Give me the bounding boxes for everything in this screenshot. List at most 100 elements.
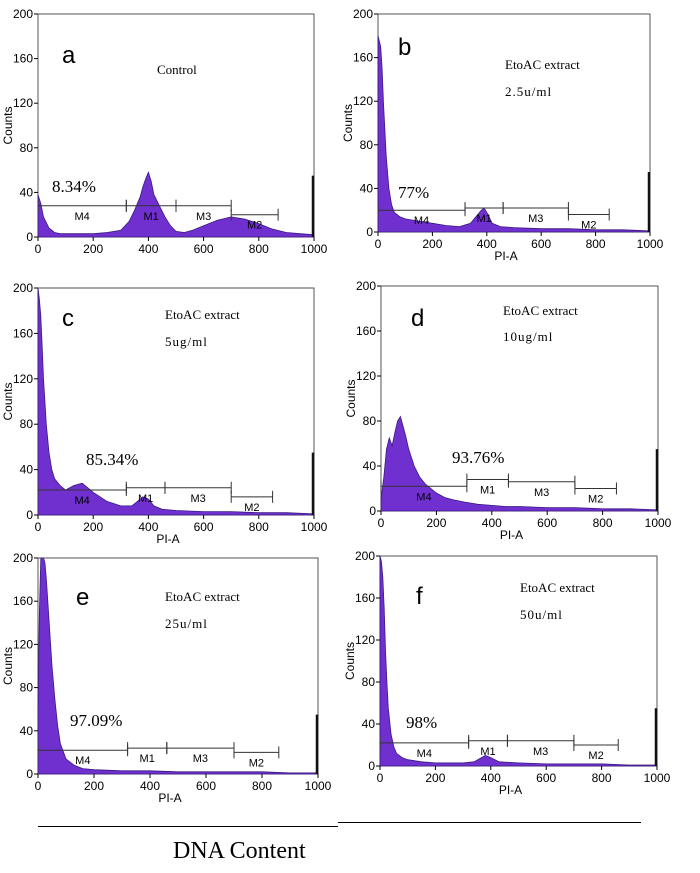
panel-f-y-tick-label: 160 — [355, 591, 375, 605]
panel-c-histogram-area — [37, 287, 315, 516]
panel-c-x-axis-label: PI-A — [156, 532, 179, 546]
panel-b-x-tick-label: 600 — [531, 237, 551, 251]
panel-b-x-tick-label: 0 — [375, 237, 382, 251]
panel-e-y-tick-label: 0 — [26, 767, 33, 781]
panel-d-condition-label: EtoAC extract — [503, 303, 578, 318]
panel-a-percentage-label: 8.34% — [52, 177, 96, 196]
panel-b-y-tick-label: 40 — [360, 181, 374, 195]
panel-b-percentage-label: 77% — [398, 183, 429, 202]
panel-c-y-tick-label: 40 — [20, 463, 34, 477]
panel-f-frame — [379, 555, 658, 767]
footer-rule-right — [338, 822, 641, 823]
panel-d-x-tick-label: 200 — [426, 516, 446, 530]
panel-b-x-tick-label: 1000 — [637, 237, 664, 251]
panel-a-x-tick-label: 400 — [138, 242, 158, 256]
panel-c-y-axis-label: Counts — [1, 382, 15, 420]
panel-a-y-tick-label: 80 — [20, 141, 34, 155]
panel-e-y-tick-label: 40 — [20, 724, 34, 738]
panel-a-x-tick-label: 200 — [83, 242, 103, 256]
panel-a-y-axis-label: Counts — [1, 106, 15, 144]
panel-f-y-tick-label: 120 — [355, 633, 375, 647]
panel-e-marker-m4-label: M4 — [75, 755, 90, 767]
panel-c-x-tick-label: 400 — [138, 520, 158, 534]
panel-c-y-tick-label: 160 — [13, 326, 33, 340]
panel-d-marker-m4-label: M4 — [416, 491, 431, 503]
panel-e-marker-m2-label: M2 — [249, 757, 264, 769]
x-axis-caption: DNA Content — [173, 838, 306, 864]
panel-c-marker-m4-label: M4 — [75, 495, 90, 507]
panel-d-y-tick-label: 200 — [356, 279, 376, 293]
panel-c-marker-m2-label: M2 — [244, 502, 259, 514]
panel-c-y-tick-label: 0 — [26, 508, 33, 522]
panel-f-x-tick-label: 800 — [592, 771, 612, 785]
panel-d-dose-label: 10ug/ml — [503, 329, 553, 344]
panel-b-y-tick-label: 120 — [353, 94, 373, 108]
panel-b-condition-label: EtoAC extract — [505, 57, 580, 72]
panel-b-y-tick-label: 160 — [353, 51, 373, 65]
panel-a-x-tick-label: 600 — [194, 242, 214, 256]
panel-f-x-tick-label: 1000 — [644, 771, 671, 785]
panel-b-y-axis-label: Counts — [341, 104, 355, 142]
panel-f-x-tick-label: 400 — [481, 771, 501, 785]
panel-a-y-tick-label: 120 — [13, 96, 33, 110]
panel-a-histogram-area — [37, 171, 315, 238]
panel-c-x-tick-label: 200 — [83, 520, 103, 534]
panel-f-histogram-area — [379, 555, 658, 767]
panel-f-y-tick-label: 40 — [362, 717, 376, 731]
panel-f-marker-m1-label: M1 — [480, 746, 495, 758]
panel-e-x-tick-label: 200 — [84, 779, 104, 793]
panel-a-y-tick-label: 0 — [26, 230, 33, 244]
panel-d-marker-m1-label: M1 — [480, 485, 495, 497]
panel-d-x-tick-label: 400 — [482, 516, 502, 530]
panel-a-y-tick-label: 40 — [20, 185, 34, 199]
panel-c-letter: c — [62, 305, 74, 332]
panel-c-dose-label: 5ug/ml — [165, 334, 208, 349]
panel-d-percentage-label: 93.76% — [452, 448, 504, 467]
panel-c-percentage-label: 85.34% — [86, 450, 138, 469]
panel-f-marker-m4-label: M4 — [417, 748, 432, 760]
panel-a-x-tick-label: 1000 — [301, 242, 328, 256]
panel-e-marker-m1-label: M1 — [140, 753, 155, 765]
panel-d-y-tick-label: 40 — [363, 459, 377, 473]
panel-e-marker-m3-label: M3 — [193, 753, 208, 765]
panel-b-marker-m2-label: M2 — [581, 220, 596, 232]
panel-b-marker-m1-label: M1 — [476, 213, 491, 225]
panel-c-x-tick-label: 0 — [35, 520, 42, 534]
panel-b-y-tick-label: 80 — [360, 138, 374, 152]
panel-f-x-tick-label: 200 — [425, 771, 445, 785]
panel-b-x-tick-label: 400 — [477, 237, 497, 251]
panel-b-x-tick-label: 200 — [422, 237, 442, 251]
panel-b-letter: b — [398, 34, 411, 61]
panel-f-y-tick-label: 80 — [362, 675, 376, 689]
panel-c-frame — [37, 287, 315, 516]
panel-f-x-tick-label: 600 — [536, 771, 556, 785]
panel-e-x-tick-label: 800 — [252, 779, 272, 793]
panel-e-y-axis-label: Counts — [1, 647, 15, 685]
panel-a-marker-m1-label: M1 — [144, 211, 159, 223]
panel-a-condition-label: Control — [157, 62, 197, 77]
panel-f-letter: f — [416, 583, 423, 610]
panel-f-marker-m2-label: M2 — [588, 750, 603, 762]
panel-e-y-tick-label: 80 — [20, 681, 34, 695]
panel-e-dose-label: 25u/ml — [165, 616, 208, 631]
panel-f-y-axis-label: Counts — [343, 642, 357, 680]
panel-d-x-tick-label: 1000 — [645, 516, 672, 530]
panel-e-condition-label: EtoAC extract — [165, 589, 240, 604]
panel-a-x-tick-label: 800 — [249, 242, 269, 256]
panel-d-marker-m3-label: M3 — [534, 487, 549, 499]
panel-a-marker-m2-label: M2 — [247, 220, 262, 232]
panel-a-letter: a — [62, 42, 76, 69]
panel-e-x-tick-label: 600 — [196, 779, 216, 793]
panel-d-x-tick-label: 600 — [537, 516, 557, 530]
panel-e-percentage-label: 97.09% — [70, 711, 122, 730]
panel-f-marker-m3-label: M3 — [533, 746, 548, 758]
panel-b-y-tick-label: 0 — [366, 225, 373, 239]
footer-rule-left — [38, 826, 338, 827]
panel-d-marker-m2-label: M2 — [588, 494, 603, 506]
panel-c-condition-label: EtoAC extract — [165, 307, 240, 322]
panel-c-y-tick-label: 120 — [13, 372, 33, 386]
panel-a-x-tick-label: 0 — [35, 242, 42, 256]
panel-e-histogram-area — [37, 557, 319, 775]
panel-e-x-tick-label: 400 — [140, 779, 160, 793]
